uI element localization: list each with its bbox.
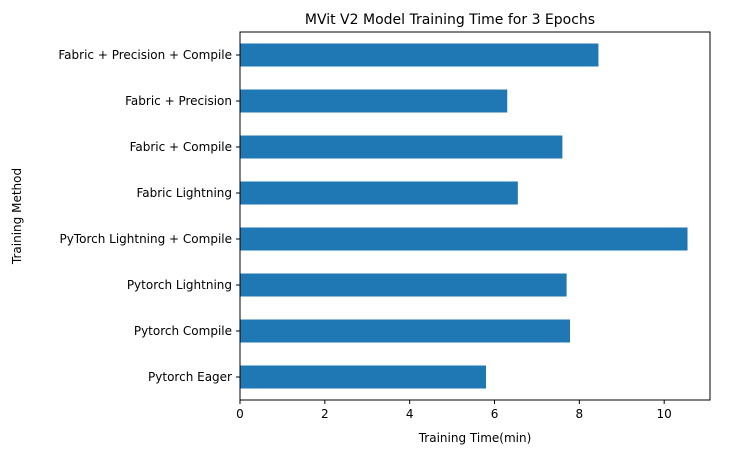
y-tick-label: Fabric + Compile: [130, 140, 232, 154]
bar: [240, 273, 567, 297]
ticks-layer: Pytorch Eager Pytorch Compile Pytorch Ligh…: [58, 48, 671, 421]
bar: [240, 43, 599, 67]
bar: [240, 365, 487, 389]
chart-title: MVit V2 Model Training Time for 3 Epochs: [305, 12, 595, 28]
x-tick-label: 0: [236, 407, 244, 421]
y-axis-label: Training Method: [10, 168, 24, 265]
bar: [240, 89, 508, 113]
y-tick-label: PyTorch Lightning + Compile: [59, 232, 232, 246]
bar: [240, 181, 518, 205]
y-tick-label: Pytorch Eager: [148, 370, 232, 384]
bars-layer: [240, 43, 688, 389]
x-tick-label: 10: [657, 407, 672, 421]
bar: [240, 135, 563, 159]
bar: [240, 319, 571, 343]
y-tick-label: Fabric + Precision + Compile: [58, 48, 232, 62]
x-axis-label: Training Time(min): [418, 431, 532, 445]
y-tick-label: Pytorch Compile: [134, 324, 232, 338]
y-tick-label: Pytorch Lightning: [127, 278, 232, 292]
y-tick-label: Fabric + Precision: [125, 94, 232, 108]
x-tick-label: 2: [321, 407, 329, 421]
x-tick-label: 6: [491, 407, 499, 421]
plot-frame: [239, 31, 711, 401]
x-tick-label: 8: [576, 407, 584, 421]
y-tick-label: Fabric Lightning: [136, 186, 232, 200]
x-tick-label: 4: [406, 407, 414, 421]
bar: [240, 227, 688, 251]
